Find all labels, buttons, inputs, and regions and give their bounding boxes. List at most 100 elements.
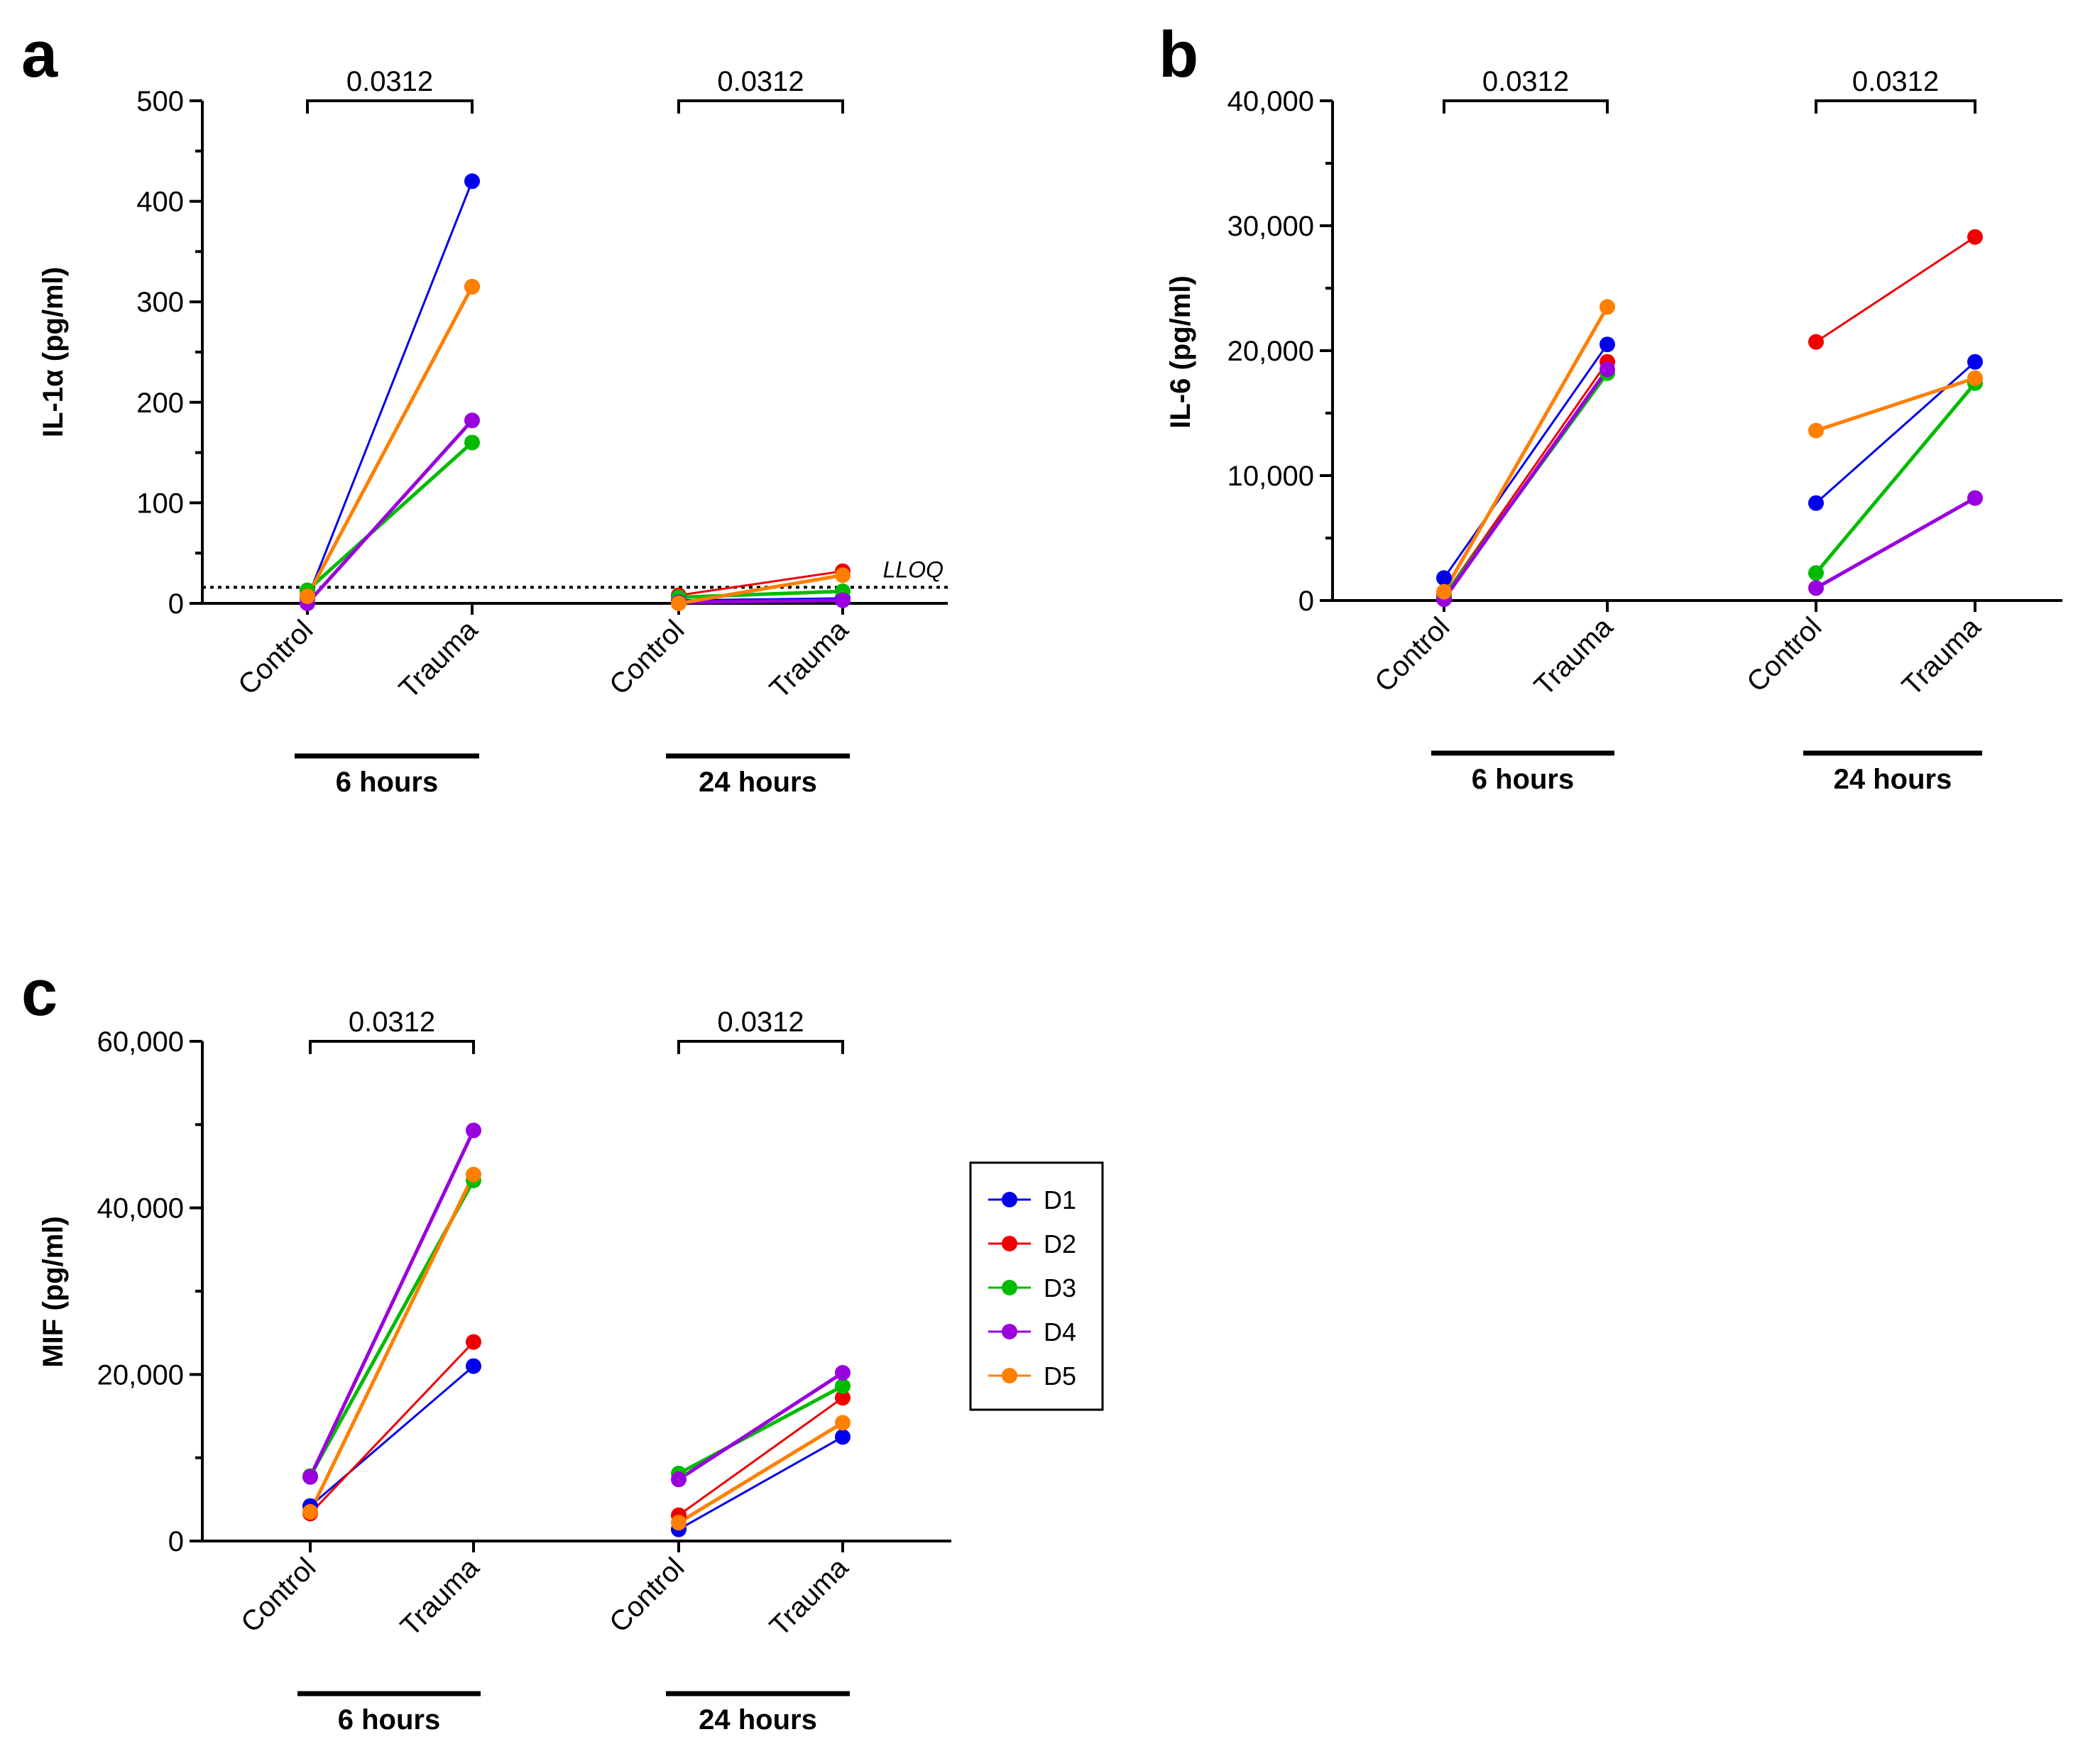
legend: D1 D2 D3 D4 D5 <box>969 1161 1104 1411</box>
x-category-label: Control <box>232 614 319 701</box>
data-point-d5 <box>1808 422 1824 439</box>
p-value-label: 0.0312 <box>1852 66 1939 97</box>
series-line-d4 <box>1442 368 1609 601</box>
y-tick-label: 20,000 <box>1227 336 1314 367</box>
data-point-d1 <box>1967 353 1983 370</box>
y-tick-label: 100 <box>136 488 184 519</box>
data-point-d1 <box>1808 495 1824 511</box>
legend-marker-d4 <box>1002 1324 1017 1339</box>
group-label: 24 hours <box>699 1704 817 1736</box>
panel-letter-c: c <box>21 957 58 1029</box>
x-category-label: Control <box>1369 611 1455 698</box>
p-value-label: 0.0312 <box>346 66 433 97</box>
data-point-d4 <box>1808 580 1824 596</box>
y-tick-label: 20,000 <box>97 1359 184 1391</box>
data-point-d5 <box>671 596 687 611</box>
legend-label-d4: D4 <box>1044 1317 1076 1347</box>
data-point-d2 <box>1967 229 1983 245</box>
series-line-d5 <box>677 1421 844 1525</box>
x-category-label: Trauma <box>395 1552 486 1643</box>
data-point-d5 <box>1599 299 1615 315</box>
series-line-d5 <box>678 573 843 605</box>
series-line-d4 <box>678 598 843 605</box>
significance-bracket <box>677 99 844 114</box>
legend-label-d5: D5 <box>1044 1361 1076 1391</box>
legend-marker-d3 <box>1002 1280 1017 1295</box>
series-line-d2 <box>309 1341 475 1515</box>
x-category-label: Control <box>603 1552 690 1638</box>
series-line-d2 <box>1815 236 1976 343</box>
data-point-d4 <box>671 1471 687 1488</box>
data-point-d5 <box>464 278 480 295</box>
series-line-d1 <box>306 180 474 599</box>
y-tick-label: 200 <box>136 388 184 419</box>
series-line-d4 <box>677 1371 844 1481</box>
x-category-label: Trauma <box>1528 611 1619 702</box>
data-point-d4 <box>1599 361 1615 378</box>
y-axis-label: IL-6 (pg/ml) <box>1165 275 1196 429</box>
data-point-d5 <box>671 1515 687 1531</box>
x-category-label: Trauma <box>764 1552 855 1643</box>
data-point-d5 <box>466 1166 481 1183</box>
panel-b-il6-chart: 0 10,000 20,000 30,000 40,000 IL-6 (pg/ml) Con… <box>1165 66 2062 795</box>
y-tick-label: 300 <box>136 287 184 318</box>
y-axis-label: IL-1α (pg/ml) <box>38 267 69 437</box>
y-tick-label: 40,000 <box>97 1193 184 1224</box>
legend-box <box>969 1161 1104 1411</box>
x-category-label: Trauma <box>1896 611 1987 702</box>
series-line-d3 <box>306 441 474 592</box>
series-line-d5 <box>1815 376 1976 433</box>
significance-bracket <box>677 1040 844 1054</box>
y-tick-label: 0 <box>168 588 184 620</box>
data-point-d4 <box>464 412 480 429</box>
series-line-d2 <box>678 570 843 597</box>
series-line-d2 <box>678 1396 843 1516</box>
data-point-d5 <box>1967 370 1983 386</box>
legend-label-d1: D1 <box>1044 1185 1076 1215</box>
p-value-label: 0.0312 <box>717 1007 804 1038</box>
series-line-d4 <box>1815 496 1976 590</box>
series-line-d1 <box>310 1365 474 1507</box>
data-point-d1 <box>835 1429 851 1445</box>
x-category-label: Trauma <box>764 614 855 705</box>
legend-marker-d1 <box>1002 1192 1017 1207</box>
data-point-d4 <box>835 1364 851 1381</box>
legend-label-d2: D2 <box>1044 1229 1076 1259</box>
y-tick-label: 30,000 <box>1227 211 1314 242</box>
significance-bracket <box>1815 99 1976 114</box>
data-point-d5 <box>1436 583 1452 600</box>
y-tick-label: 400 <box>136 187 184 218</box>
group-label: 24 hours <box>699 767 817 798</box>
series-line-d3 <box>677 1384 844 1476</box>
group-label: 6 hours <box>336 767 438 798</box>
data-point-d1 <box>466 1358 481 1374</box>
significance-bracket <box>309 1040 475 1054</box>
p-value-label: 0.0312 <box>717 66 804 97</box>
data-point-d4 <box>835 592 851 608</box>
y-tick-label: 0 <box>168 1526 184 1557</box>
data-point-d5 <box>835 567 851 583</box>
lloq-label: LLOQ <box>883 556 944 582</box>
series-line-d5 <box>308 1173 476 1513</box>
p-value-label: 0.0312 <box>349 1007 435 1038</box>
series-line-d4 <box>306 419 474 605</box>
panel-c-mif-chart: 0 20,000 40,000 60,000 MIF (pg/ml) Control Tra… <box>38 1007 951 1736</box>
data-point-d2 <box>835 1390 851 1406</box>
panel-letter-a: a <box>21 18 58 91</box>
y-tick-label: 40,000 <box>1227 86 1314 117</box>
series-line-d1 <box>678 1436 843 1530</box>
x-category-label: Trauma <box>393 614 484 705</box>
legend-marker-d5 <box>1002 1368 1017 1383</box>
y-tick-label: 10,000 <box>1227 461 1314 492</box>
data-point-d3 <box>835 1378 851 1394</box>
x-category-label: Control <box>1741 611 1827 698</box>
series-line-d3 <box>678 589 843 600</box>
series-line-d5 <box>305 285 474 598</box>
panel-a-il1a-chart: 0 100 200 300 400 500 IL-1α (pg/ml) Control Trau… <box>38 66 948 798</box>
data-point-d4 <box>302 1469 318 1485</box>
data-point-d1 <box>464 173 480 190</box>
data-point-d5 <box>302 1503 318 1520</box>
x-category-label: Control <box>603 614 690 701</box>
y-tick-label: 60,000 <box>97 1026 184 1058</box>
